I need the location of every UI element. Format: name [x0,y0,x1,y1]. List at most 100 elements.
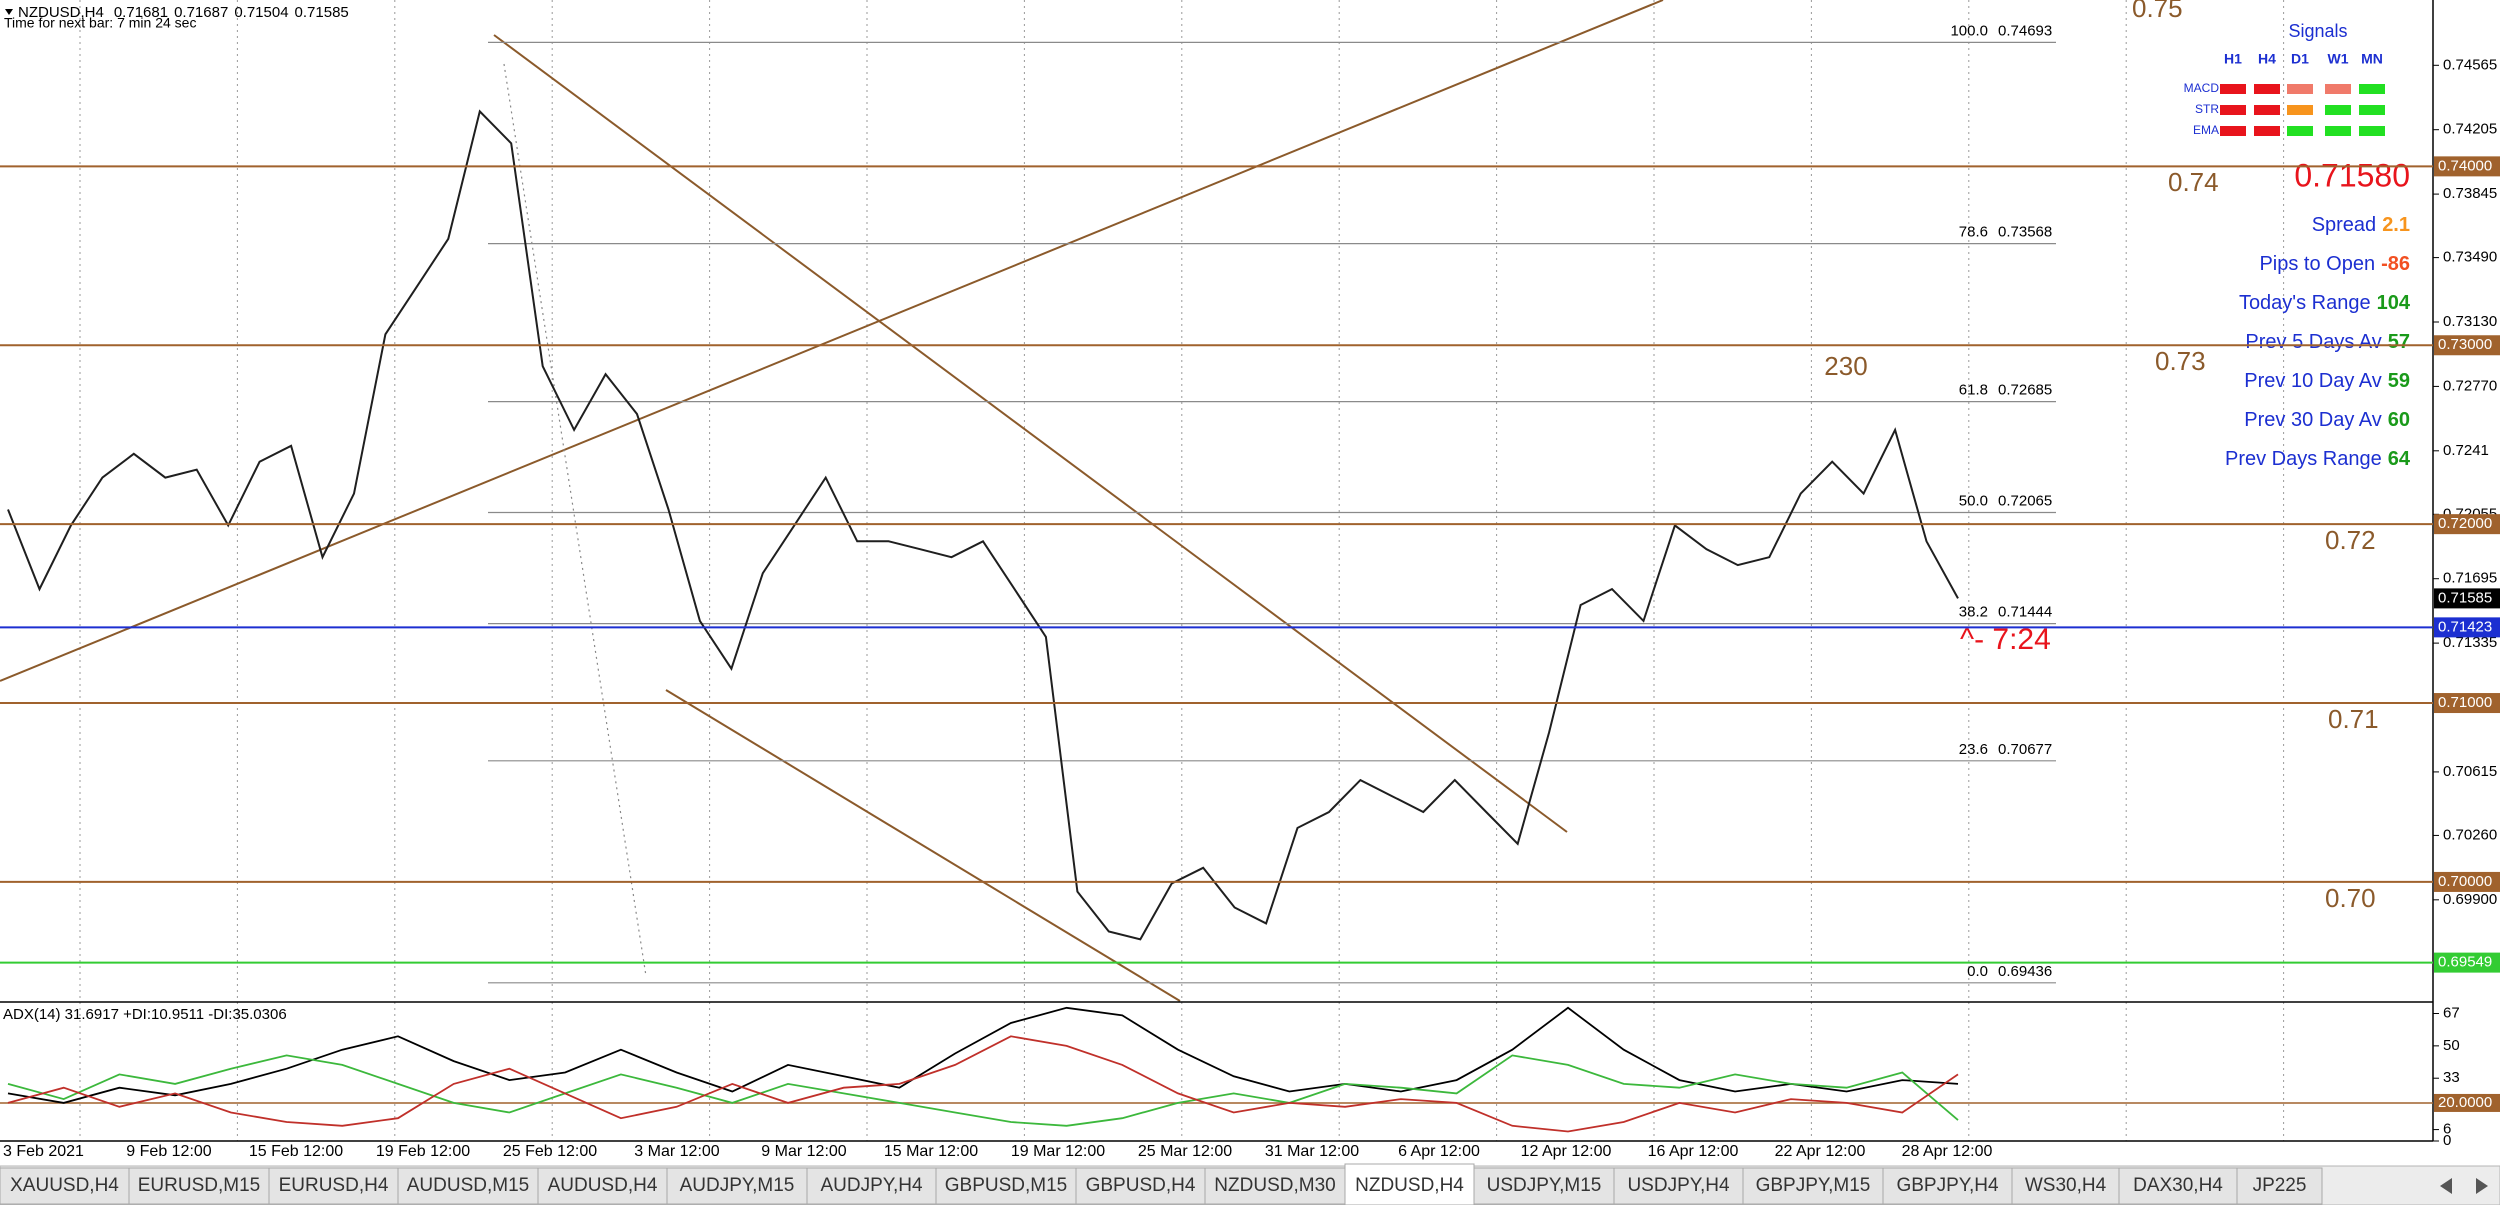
tab[interactable]: NZDUSD,M30 [1204,1167,1346,1205]
x-tick-label: 9 Mar 12:00 [761,1143,846,1160]
trend-line [0,0,1664,682]
tab-label[interactable]: AUDUSD,H4 [548,1175,658,1196]
tab-label[interactable]: GBPUSD,H4 [1086,1175,1196,1196]
tab[interactable]: XAUUSD,H4 [0,1167,130,1205]
tab[interactable]: JP225 [2236,1167,2323,1205]
info-row: Prev 30 Day Av 60 [2244,409,2410,431]
x-tick-label: 3 Mar 12:00 [634,1143,719,1160]
tab-label[interactable]: XAUUSD,H4 [10,1175,119,1196]
tab-bg[interactable] [1882,1167,2013,1205]
tab-bg[interactable] [2011,1167,2120,1205]
signal-column: D1 [2291,51,2309,67]
tab-bg[interactable] [397,1167,539,1205]
tab[interactable]: GBPJPY,M15 [1742,1167,1884,1205]
tab[interactable]: WS30,H4 [2011,1167,2120,1205]
info-value: 57 [2388,331,2410,353]
info-panel: Spread 2.1 Pips to Open -86 Today's Range 104… [2225,214,2411,470]
tab-label[interactable]: WS30,H4 [2025,1175,2107,1196]
tab-label[interactable]: GBPJPY,H4 [1896,1175,1999,1196]
current-price: 0.71580 [2294,157,2410,193]
tab-bg[interactable] [935,1167,1077,1205]
signal-row-label: EMA [2193,123,2219,137]
tab-label[interactable]: AUDJPY,H4 [820,1175,923,1196]
info-label: Prev 30 Day Av [2244,409,2381,431]
signals-panel: H1 H4 D1 W1 MN MACD STR EMA [2184,51,2385,137]
level-price-box [2434,514,2500,535]
signal-cell [2325,105,2351,115]
tab-bg[interactable] [1742,1167,1884,1205]
tab[interactable]: GBPUSD,M15 [935,1167,1077,1205]
tab-label[interactable]: NZDUSD,H4 [1355,1175,1464,1196]
x-tick-label: 12 Apr 12:00 [1521,1143,1612,1160]
tab[interactable]: USDJPY,H4 [1613,1167,1744,1205]
open: 0.71681 [114,4,168,21]
info-value: 60 [2388,409,2410,431]
info-value: -86 [2381,253,2410,275]
fib-price: 0.71444 [1998,604,2052,621]
signal-cell [2325,84,2351,94]
info-label: Prev 10 Day Av [2244,370,2381,392]
tab[interactable]: AUDUSD,H4 [537,1167,668,1205]
tab-label[interactable]: GBPUSD,M15 [945,1175,1067,1196]
fib-price: 0.72685 [1998,382,2052,399]
tab-label[interactable]: USDJPY,H4 [1627,1175,1730,1196]
tab[interactable]: NZDUSD,H4 [1344,1163,1475,1205]
tab-label[interactable]: DAX30,H4 [2133,1175,2223,1196]
x-tick-label: 28 Apr 12:00 [1902,1143,1993,1160]
tab-bg[interactable] [806,1167,937,1205]
info-label: Spread [2312,214,2377,236]
indicator-line [7,1006,1959,1104]
tab-bg[interactable] [2236,1167,2323,1205]
tab[interactable]: AUDJPY,M15 [666,1167,808,1205]
tab-bg[interactable] [128,1167,270,1205]
info-label: Prev Days Range [2225,448,2382,470]
level-price-label: 0.71585 [2438,589,2492,606]
info-row: Pips to Open -86 [2259,253,2410,275]
fib-price: 0.73568 [1998,224,2052,241]
x-tick-label: 25 Mar 12:00 [1138,1143,1232,1160]
tab-label[interactable]: AUDUSD,M15 [407,1175,529,1196]
tab-bg[interactable] [537,1167,668,1205]
signal-cell [2287,126,2313,136]
tab-bg[interactable] [1075,1167,1206,1205]
tab-bg[interactable] [1344,1163,1475,1205]
collapse-icon [5,9,13,15]
tab[interactable]: DAX30,H4 [2118,1167,2238,1205]
tab[interactable]: AUDUSD,M15 [397,1167,539,1205]
signal-cell [2287,84,2313,94]
level-price-box [2434,1093,2500,1112]
tab[interactable]: USDJPY,M15 [1473,1167,1615,1205]
tab-label[interactable]: USDJPY,M15 [1487,1175,1602,1196]
tab-label[interactable]: AUDJPY,M15 [680,1175,795,1196]
tab-label[interactable]: EURUSD,M15 [138,1175,260,1196]
tab[interactable]: AUDJPY,H4 [806,1167,937,1205]
tab-label[interactable]: JP225 [2253,1175,2307,1196]
tab-label[interactable]: NZDUSD,M30 [1214,1175,1335,1196]
y-tick-label: 0.74565 [2443,56,2497,73]
annotation: 230 [1824,351,1867,381]
x-tick-label: 16 Apr 12:00 [1648,1143,1739,1160]
tab[interactable]: EURUSD,M15 [128,1167,270,1205]
tab-bg[interactable] [268,1167,399,1205]
tab[interactable]: EURUSD,H4 [268,1167,399,1205]
level-price-label: 0.74000 [2438,157,2492,174]
tab[interactable]: GBPUSD,H4 [1075,1167,1206,1205]
info-row: Today's Range 104 [2239,292,2411,314]
tab-scroll-left[interactable] [2440,1178,2452,1194]
level-price-label: 0.73000 [2438,336,2492,353]
signal-cell [2254,126,2280,136]
x-tick-label: 22 Apr 12:00 [1775,1143,1866,1160]
tab[interactable]: GBPJPY,H4 [1882,1167,2013,1205]
y-tick-label: 50 [2443,1037,2460,1054]
tab-scroll-right[interactable] [2476,1178,2488,1194]
chart-header: NZDUSD,H4 0.71681 0.71687 0.71504 0.71585 [18,4,349,21]
fib-ratio: 0.0 [1967,963,1988,980]
tab-label[interactable]: EURUSD,H4 [279,1175,389,1196]
signal-cell [2359,105,2385,115]
tab-label[interactable]: GBPJPY,M15 [1756,1175,1871,1196]
tab-bg[interactable] [0,1167,130,1205]
level-price-label: 0.71423 [2438,618,2492,635]
tab-bar: XAUUSD,H4 EURUSD,M15 EURUSD,H4 AUDUSD,M15 AU… [0,1163,2500,1205]
info-row: Prev 5 Days Av 57 [2245,331,2410,353]
